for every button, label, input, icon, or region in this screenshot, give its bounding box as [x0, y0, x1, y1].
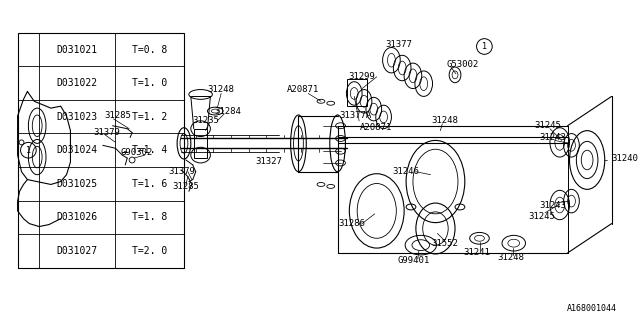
Text: D031027: D031027 — [57, 246, 98, 256]
Text: 1: 1 — [26, 146, 31, 155]
Text: 31248: 31248 — [432, 116, 459, 125]
Text: 31377A: 31377A — [339, 111, 371, 120]
Text: G53002: G53002 — [447, 60, 479, 68]
Bar — [348, 79, 367, 106]
Text: 31286: 31286 — [339, 219, 365, 228]
Text: 31243: 31243 — [540, 202, 566, 211]
Text: 31285: 31285 — [173, 182, 200, 191]
Text: 31248: 31248 — [208, 85, 235, 94]
Text: T=0. 8: T=0. 8 — [132, 44, 167, 55]
Text: T=2. 0: T=2. 0 — [132, 246, 167, 256]
Text: A168001044: A168001044 — [566, 304, 616, 313]
Text: T=1. 0: T=1. 0 — [132, 78, 167, 88]
Text: A20871: A20871 — [287, 85, 319, 94]
Text: A20871: A20871 — [360, 123, 392, 132]
Text: 31284: 31284 — [214, 107, 241, 116]
Text: D031025: D031025 — [57, 179, 98, 189]
Text: 31299: 31299 — [349, 72, 376, 81]
Text: D031022: D031022 — [57, 78, 98, 88]
Text: 31240: 31240 — [612, 154, 639, 163]
Text: T=1. 8: T=1. 8 — [132, 212, 167, 222]
Text: T=1. 4: T=1. 4 — [132, 145, 167, 155]
Text: G99401: G99401 — [398, 256, 430, 265]
Text: 31285: 31285 — [105, 111, 132, 120]
Text: 1: 1 — [482, 42, 487, 51]
Text: G90302: G90302 — [121, 148, 153, 157]
Text: D031024: D031024 — [57, 145, 98, 155]
Text: D031021: D031021 — [57, 44, 98, 55]
Text: 31248: 31248 — [497, 253, 524, 262]
Bar — [18, 33, 184, 268]
Text: 31235: 31235 — [192, 116, 219, 125]
Text: T=1. 2: T=1. 2 — [132, 112, 167, 122]
Text: 31241: 31241 — [463, 248, 490, 258]
Text: 31379: 31379 — [168, 167, 195, 176]
Text: 31377: 31377 — [386, 40, 413, 49]
Text: 31243: 31243 — [540, 133, 566, 142]
Text: T=1. 6: T=1. 6 — [132, 179, 167, 189]
Text: 31327: 31327 — [255, 157, 282, 166]
Text: 31245: 31245 — [529, 212, 556, 221]
Text: D031023: D031023 — [57, 112, 98, 122]
Text: 31552: 31552 — [432, 239, 459, 248]
Text: 31379: 31379 — [93, 128, 120, 137]
Text: D031026: D031026 — [57, 212, 98, 222]
Text: 31246: 31246 — [393, 167, 420, 176]
Text: 31245: 31245 — [534, 121, 561, 130]
Bar — [194, 129, 207, 158]
